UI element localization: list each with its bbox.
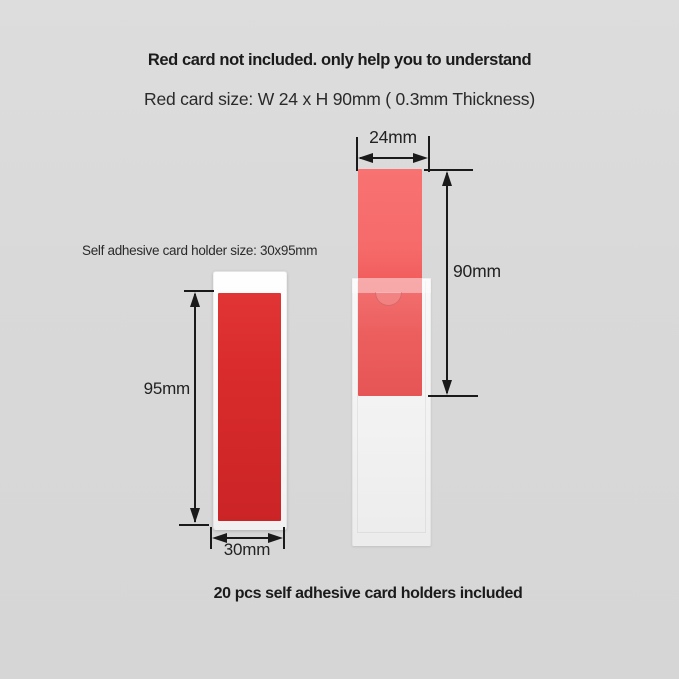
dim-95mm-top-tick bbox=[184, 290, 214, 292]
dim-90mm-top-tick bbox=[424, 169, 473, 171]
right-holder-top-edge bbox=[352, 278, 431, 293]
left-red-card bbox=[218, 293, 281, 521]
left-holder-size-label: Self adhesive card holder size: 30x95mm bbox=[82, 243, 318, 258]
arrow-right-icon bbox=[268, 533, 283, 543]
right-holder-inner-edge bbox=[357, 281, 426, 533]
arrow-right-icon bbox=[413, 153, 428, 163]
page-subtitle: Red card size: W 24 x H 90mm ( 0.3mm Thi… bbox=[144, 89, 535, 109]
dim-30mm-line bbox=[215, 537, 280, 539]
right-red-card bbox=[358, 169, 422, 396]
arrow-left-icon bbox=[212, 533, 227, 543]
page-title: Red card not included. only help you to … bbox=[147, 51, 532, 69]
footer-note: 20 pcs self adhesive card holders includ… bbox=[213, 585, 523, 602]
dim-90mm-label: 90mm bbox=[453, 261, 501, 281]
arrow-up-icon bbox=[442, 171, 452, 186]
dim-95mm-label: 95mm bbox=[143, 379, 191, 398]
dim-30mm-left-tick bbox=[210, 527, 212, 549]
dim-24mm-left-tick bbox=[356, 137, 358, 171]
arrow-down-icon bbox=[442, 380, 452, 395]
arrow-up-icon bbox=[190, 292, 200, 307]
dim-95mm-bottom-tick bbox=[179, 524, 209, 526]
dim-90mm-line bbox=[446, 173, 448, 393]
dim-24mm-line bbox=[360, 157, 425, 159]
dim-95mm-line bbox=[194, 294, 196, 522]
dim-24mm-right-tick bbox=[428, 136, 430, 172]
arrow-left-icon bbox=[358, 153, 373, 163]
dim-30mm-right-tick bbox=[283, 527, 285, 549]
dim-24mm-label: 24mm bbox=[369, 127, 417, 147]
dim-30mm-label: 30mm bbox=[223, 540, 271, 559]
arrow-down-icon bbox=[190, 508, 200, 523]
dim-90mm-bottom-tick bbox=[428, 395, 478, 397]
